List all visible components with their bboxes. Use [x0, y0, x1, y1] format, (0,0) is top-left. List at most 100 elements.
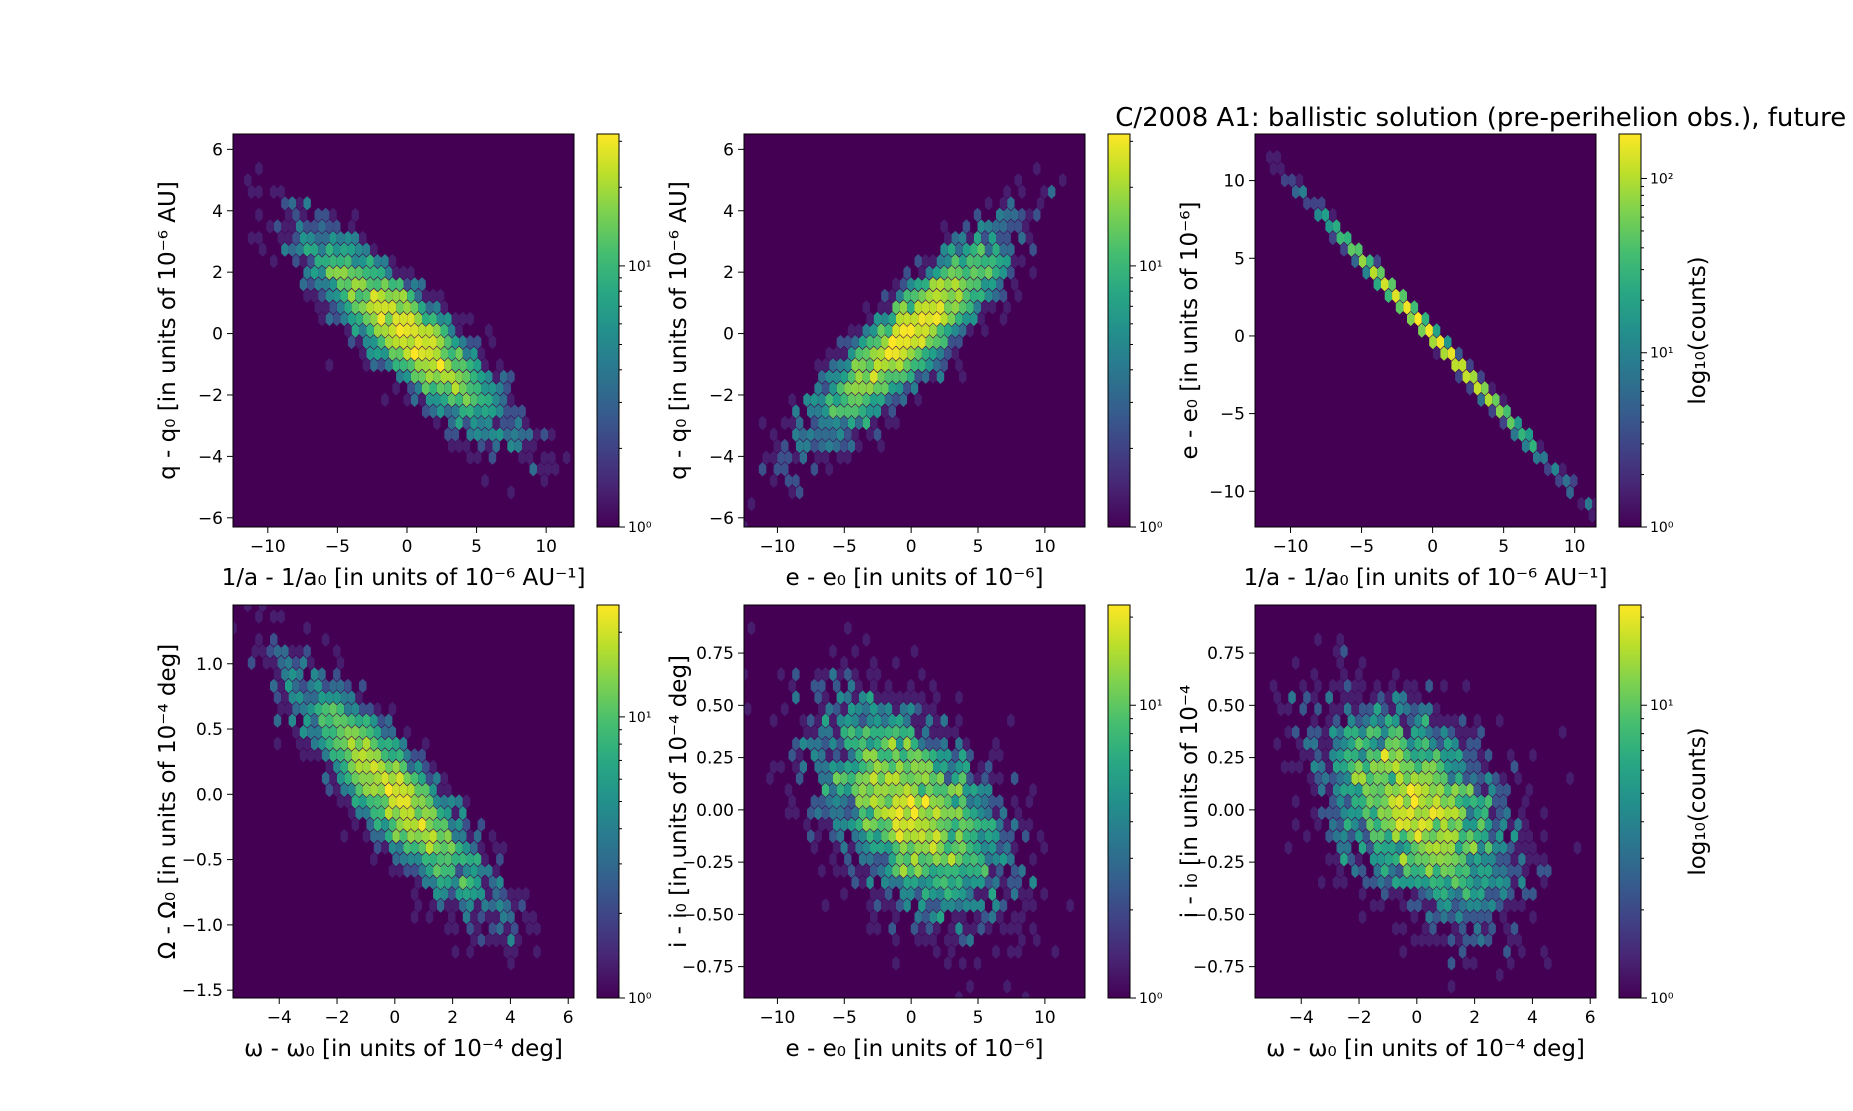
hexbin-cell [255, 161, 263, 176]
hexbin-cell [1369, 759, 1378, 774]
hexbin-cell [1444, 782, 1452, 798]
hexbin-cell [959, 933, 967, 948]
hexbin-cell [333, 288, 341, 303]
hexbin-cell [929, 886, 937, 902]
hexbin-cell [1299, 701, 1307, 717]
hexbin-cell [1440, 817, 1448, 832]
hexbin-cell [955, 736, 963, 751]
hexbin-cell [1484, 840, 1493, 855]
hexbin-cell [921, 300, 930, 315]
hexbin-cell [892, 346, 900, 361]
hexbin-cell [947, 242, 956, 257]
hexbin-cell [392, 288, 400, 303]
hexbin-cell [921, 748, 930, 763]
hexbin-cell [1040, 886, 1048, 902]
hexbin-cell [951, 346, 959, 361]
y-axis-label: q - q₀ [in units of 10⁻⁶ AU] [155, 181, 181, 480]
hexbin-cell [918, 782, 926, 798]
hexbin-cell [388, 817, 397, 832]
hexbin-cell [1492, 771, 1500, 786]
hexbin-cell [966, 277, 974, 292]
hexbin-cell [1451, 736, 1459, 751]
hexbin-cell [836, 667, 845, 682]
hexbin-cell [366, 300, 374, 315]
hexbin-cell [1455, 886, 1463, 902]
hexbin-cell [466, 944, 474, 959]
hexbin-cell [518, 898, 526, 913]
hexbin-cell [1392, 921, 1400, 936]
hexbin-cell [792, 759, 800, 774]
hexbin-cell [944, 863, 952, 878]
hexbin-cell [410, 794, 419, 809]
hexbin-cell [855, 346, 863, 361]
hexbin-cell [1284, 840, 1293, 855]
hexbin-cell [1018, 863, 1026, 878]
hexbin-cell [336, 748, 345, 763]
hexbin-cell [877, 701, 885, 717]
hexbin-cell [903, 852, 911, 867]
hexbin-cell [325, 288, 334, 303]
hexbin-cell [340, 782, 348, 798]
hexbin-cell [984, 782, 993, 798]
hexbin-cell [933, 852, 941, 867]
hexbin-cell [1540, 944, 1548, 959]
hexbin-cell [1484, 909, 1493, 925]
hexbin-cell [947, 265, 956, 280]
hexbin-cell [396, 346, 404, 361]
hexbin-cell [414, 288, 422, 303]
hexbin-cell [1503, 875, 1511, 890]
hexbin-cell [347, 782, 356, 798]
hexbin-cell [1325, 759, 1333, 774]
hexbin-cell [1525, 427, 1533, 442]
hexbin-cell [873, 427, 882, 442]
hexbin-cell [1518, 805, 1526, 821]
hexbin-cell [399, 265, 408, 280]
hexbin-cell [385, 713, 393, 728]
hexbin-cell [466, 898, 474, 913]
hexbin-cell [362, 805, 371, 821]
hexbin-cell [1347, 829, 1356, 844]
hexbin-cell [899, 725, 908, 740]
hexbin-cell [962, 829, 971, 844]
hexbin-cell [992, 852, 1000, 867]
axes-frame [743, 604, 1086, 999]
hexbin-cell [977, 782, 985, 798]
hexbin-cell [933, 265, 941, 280]
hexbin-cell [1355, 713, 1363, 728]
hexbin-cell [1003, 184, 1011, 199]
hexbin-cell [329, 300, 337, 315]
hexbin-cell [896, 690, 904, 705]
hexbin-cell [1588, 508, 1596, 523]
hexbin-cell [1418, 840, 1426, 855]
hexbin-cell [255, 632, 263, 647]
hexbin-cell [1358, 863, 1367, 878]
hexbin-cell [370, 713, 378, 728]
hexbin-cell [984, 219, 993, 234]
hexbin-cell [921, 794, 930, 809]
hexbin-cell [944, 886, 952, 902]
hexbin-cell [459, 334, 467, 350]
hexbin-cell [1392, 667, 1400, 682]
hexbin-cell [436, 898, 445, 913]
hexbin-cell [1373, 840, 1381, 855]
hexbin-cell [1362, 736, 1370, 751]
hexbin-cell [888, 713, 896, 728]
hexbin-cell [959, 863, 967, 878]
hexbin-cell [296, 690, 304, 705]
hexbin-cell [1421, 736, 1430, 751]
hexbin-cell [325, 759, 334, 774]
hexbin-cell [1310, 805, 1318, 821]
hexbin-cell [903, 381, 911, 396]
hexbin-cell [466, 427, 474, 442]
hexbin-cell [1477, 369, 1485, 384]
hexbin-cell [933, 288, 941, 303]
hexbin-cell [273, 644, 282, 659]
hexbin-cell [396, 277, 404, 292]
hexbin-cell [1410, 678, 1419, 694]
hexbin-cell [866, 404, 874, 419]
hexbin-cell [448, 794, 456, 809]
hexbin-cell [1029, 898, 1037, 913]
hexbin-cell [1388, 725, 1396, 740]
hexbin-cell [451, 358, 460, 373]
